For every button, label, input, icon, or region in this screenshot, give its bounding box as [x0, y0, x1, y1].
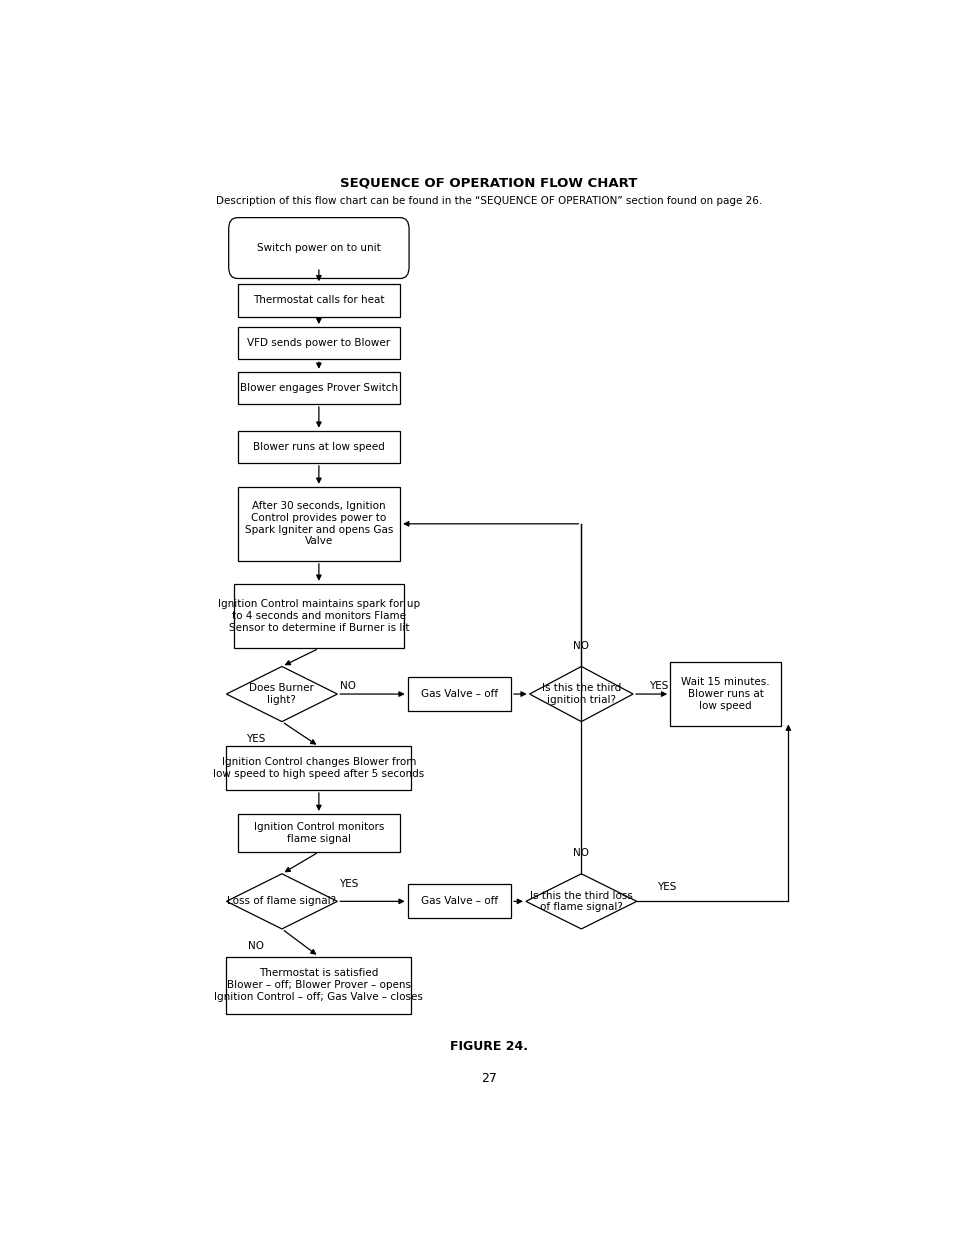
Bar	[226, 746, 411, 790]
Text: Gas Valve – off: Gas Valve – off	[420, 897, 497, 906]
Text: FIGURE 24.: FIGURE 24.	[450, 1040, 527, 1053]
Text: 27: 27	[480, 1072, 497, 1084]
Text: VFD sends power to Blower: VFD sends power to Blower	[247, 338, 390, 348]
Text: YES: YES	[656, 882, 676, 892]
Text: Does Burner
light?: Does Burner light?	[249, 683, 314, 705]
Text: Is this the third
ignition trial?: Is this the third ignition trial?	[541, 683, 620, 705]
Text: Ignition Control maintains spark for up
to 4 seconds and monitors Flame
Sensor t: Ignition Control maintains spark for up …	[217, 599, 419, 632]
Bar	[237, 327, 400, 359]
Text: Loss of flame signal?: Loss of flame signal?	[227, 897, 336, 906]
Polygon shape	[525, 874, 637, 929]
Bar	[237, 431, 400, 463]
Text: NO: NO	[248, 941, 264, 951]
Text: Switch power on to unit: Switch power on to unit	[256, 243, 380, 253]
Text: Thermostat is satisfied
Blower – off; Blower Prover – opens
Ignition Control – o: Thermostat is satisfied Blower – off; Bl…	[214, 968, 423, 1002]
Text: NO: NO	[573, 641, 589, 651]
Text: Ignition Control changes Blower from
low speed to high speed after 5 seconds: Ignition Control changes Blower from low…	[213, 757, 424, 779]
FancyBboxPatch shape	[229, 217, 409, 278]
Bar	[237, 487, 400, 561]
Text: Is this the third loss
of flame signal?: Is this the third loss of flame signal?	[529, 890, 632, 913]
Text: YES: YES	[649, 682, 668, 692]
Bar	[407, 677, 511, 711]
Text: Blower runs at low speed: Blower runs at low speed	[253, 442, 384, 452]
Polygon shape	[529, 667, 633, 721]
Bar	[237, 814, 400, 852]
Text: YES: YES	[246, 734, 266, 743]
Bar	[669, 662, 781, 726]
Bar	[233, 584, 403, 648]
Bar	[237, 372, 400, 404]
Text: Thermostat calls for heat: Thermostat calls for heat	[253, 295, 384, 305]
Text: Ignition Control monitors
flame signal: Ignition Control monitors flame signal	[253, 823, 384, 844]
Bar	[237, 284, 400, 316]
Text: Wait 15 minutes.
Blower runs at
low speed: Wait 15 minutes. Blower runs at low spee…	[680, 678, 769, 710]
Polygon shape	[226, 667, 337, 721]
Text: Blower engages Prover Switch: Blower engages Prover Switch	[239, 383, 397, 393]
Text: Description of this flow chart can be found in the “SEQUENCE OF OPERATION” secti: Description of this flow chart can be fo…	[215, 195, 761, 205]
Text: After 30 seconds, Ignition
Control provides power to
Spark Igniter and opens Gas: After 30 seconds, Ignition Control provi…	[244, 501, 393, 546]
Polygon shape	[226, 874, 337, 929]
Text: NO: NO	[340, 682, 356, 692]
Text: NO: NO	[573, 848, 589, 858]
Text: YES: YES	[338, 879, 357, 889]
Text: SEQUENCE OF OPERATION FLOW CHART: SEQUENCE OF OPERATION FLOW CHART	[340, 177, 637, 190]
Bar	[407, 884, 511, 919]
Bar	[226, 956, 411, 1014]
Text: Gas Valve – off: Gas Valve – off	[420, 689, 497, 699]
